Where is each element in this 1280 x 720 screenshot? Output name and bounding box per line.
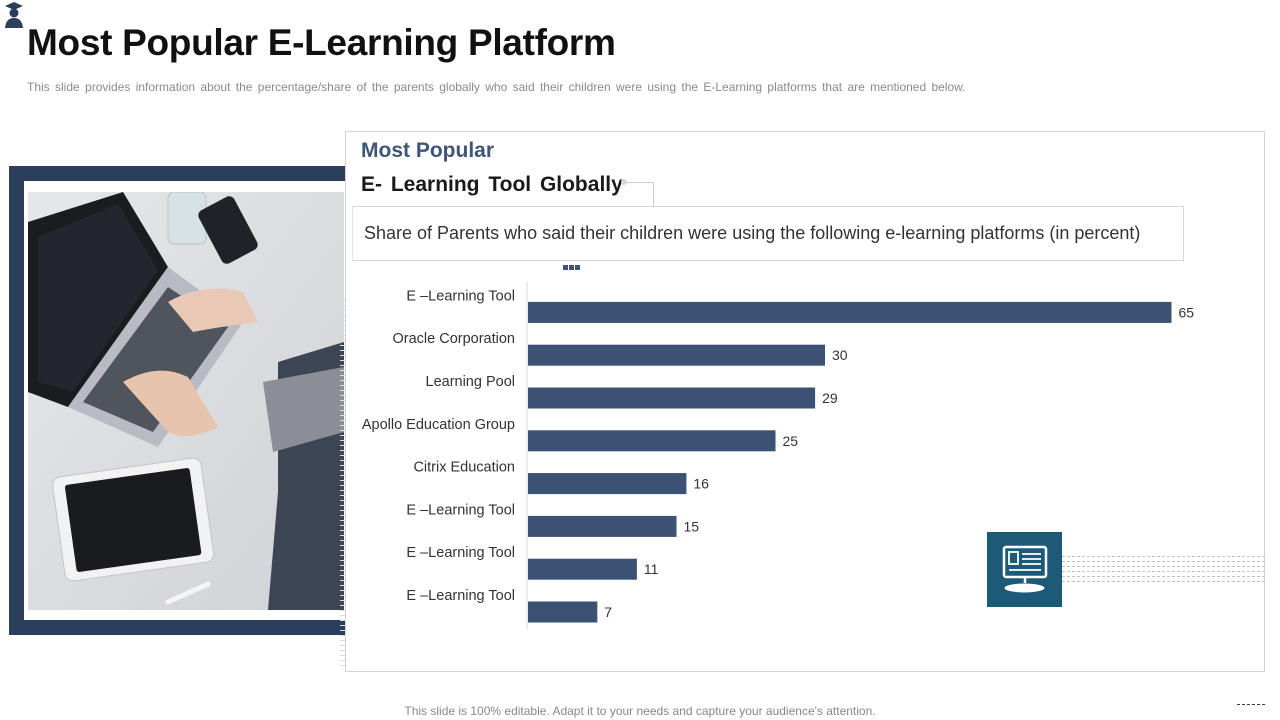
data-label: 11 xyxy=(644,561,659,577)
data-label: 30 xyxy=(832,347,848,363)
category-label: Learning Pool xyxy=(426,374,516,390)
bar-chart-svg: E –Learning Tool 65 Oracle Corporation 30 Le… xyxy=(362,282,1195,630)
bar-chart: E –Learning Tool 65 Oracle Corporation 30 Le… xyxy=(352,282,1232,632)
panel-heading: Most Popular xyxy=(361,139,495,162)
bar xyxy=(528,430,776,452)
category-label: Oracle Corporation xyxy=(393,331,516,347)
bar xyxy=(528,387,816,409)
bar xyxy=(528,473,687,495)
page-title: Most Popular E-Learning Platform xyxy=(27,22,616,63)
bar xyxy=(528,344,825,366)
data-label: 29 xyxy=(822,390,838,406)
decorative-dots xyxy=(563,257,581,275)
data-label: 25 xyxy=(783,433,799,449)
laptop-photo xyxy=(28,192,344,610)
footer-dash xyxy=(1237,704,1265,705)
footer-note: This slide is 100% editable. Adapt it to… xyxy=(404,704,876,718)
category-label: E –Learning Tool xyxy=(406,502,515,518)
category-label: Citrix Education xyxy=(413,460,515,476)
connector-line xyxy=(624,182,654,206)
category-label: E –Learning Tool xyxy=(406,288,515,304)
graduate-avatar-icon xyxy=(5,2,23,28)
decorative-lines-right xyxy=(1062,556,1265,586)
category-label: E –Learning Tool xyxy=(406,545,515,561)
monitor-icon xyxy=(1002,545,1048,593)
category-label: Apollo Education Group xyxy=(362,417,515,433)
bar xyxy=(528,558,637,580)
connector-dot xyxy=(621,179,627,185)
chart-description-box: Share of Parents who said their children… xyxy=(352,206,1184,261)
page-subtitle: This slide provides information about th… xyxy=(27,80,966,94)
bar xyxy=(528,601,598,623)
category-label: E –Learning Tool xyxy=(406,588,515,604)
data-label: 7 xyxy=(604,604,612,620)
chart-description: Share of Parents who said their children… xyxy=(364,223,1141,243)
bar xyxy=(528,301,1172,323)
monitor-icon-box xyxy=(987,532,1062,607)
panel-subheading: E- Learning Tool Globally xyxy=(361,173,623,196)
data-label: 65 xyxy=(1179,304,1195,320)
bar xyxy=(528,515,677,537)
data-label: 16 xyxy=(693,476,709,492)
data-label: 15 xyxy=(684,518,700,534)
